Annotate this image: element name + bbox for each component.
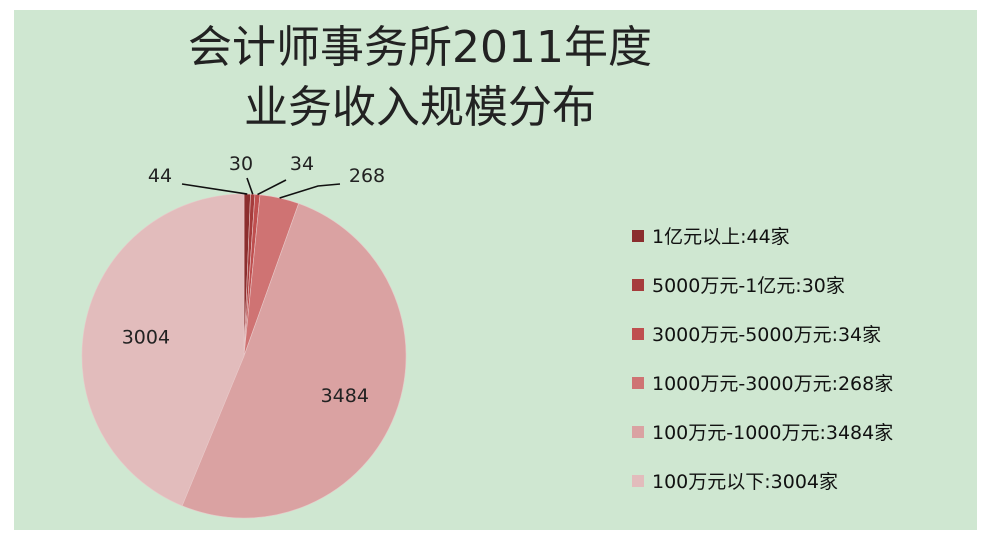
legend-swatch-6: [632, 475, 644, 487]
legend-swatch-4: [632, 377, 644, 389]
pie-slice-5: [181, 203, 407, 519]
data-label-2: 30: [229, 153, 253, 175]
legend-swatch-1: [632, 230, 644, 242]
legend-swatch-2: [632, 279, 644, 291]
leader-line-4: [279, 183, 341, 199]
leader-line-1: [181, 183, 248, 195]
chart-title-line2: 业务收入规模分布: [244, 82, 596, 133]
legend-label-5: 100万元-1000万元:3484家: [652, 422, 893, 444]
pie-slice-6: [81, 193, 245, 507]
legend-label-2: 5000万元-1亿元:30家: [652, 275, 845, 297]
chart-title-line1: 会计师事务所2011年度: [188, 22, 652, 73]
leader-line-2: [246, 177, 254, 195]
legend-label-3: 3000万元-5000万元:34家: [652, 324, 881, 346]
legend-label-1: 1亿元以上:44家: [652, 226, 790, 248]
leader-line-3: [257, 179, 287, 196]
data-label-4: 268: [349, 165, 385, 187]
legend-swatch-5: [632, 426, 644, 438]
data-label-1: 44: [148, 165, 172, 187]
legend-label-4: 1000万元-3000万元:268家: [652, 373, 893, 395]
data-label-5: 3484: [321, 385, 369, 407]
data-label-6: 3004: [122, 327, 170, 349]
legend-label-6: 100万元以下:3004家: [652, 471, 838, 493]
data-label-3: 34: [290, 153, 314, 175]
legend-swatch-3: [632, 328, 644, 340]
